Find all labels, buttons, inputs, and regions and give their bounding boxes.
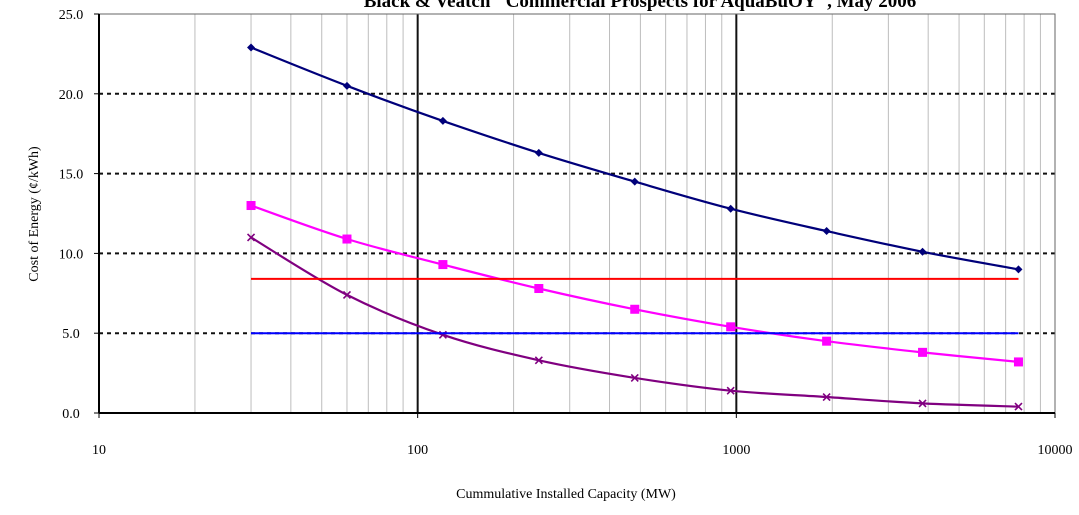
series-2-point xyxy=(918,347,928,357)
series-3-point xyxy=(534,356,543,365)
axis-layer: 0.0 5.0 10.0 15.0 20.0 25.0 10 100 1000 10000 xyxy=(59,8,1073,458)
series-line-1 xyxy=(250,46,1019,271)
series-layer xyxy=(246,43,1023,411)
series-1-point xyxy=(438,116,447,125)
series-1-point xyxy=(247,43,256,52)
series-2-point xyxy=(1013,357,1023,367)
series-1-point xyxy=(630,177,639,186)
plot-border xyxy=(98,13,1056,414)
series-2-point xyxy=(438,260,448,270)
series-2-point xyxy=(726,322,736,332)
series-line-3 xyxy=(250,236,1019,408)
series-1-point xyxy=(918,247,927,256)
y-tick-label: 5.0 xyxy=(62,327,80,342)
x-tick-label: 100 xyxy=(407,443,428,458)
series-1-point xyxy=(1014,265,1023,274)
x-axis-label: Cummulative Installed Capacity (MW) xyxy=(456,487,676,502)
series-line-2 xyxy=(250,204,1019,363)
series-2-point xyxy=(534,284,544,294)
series-3-point xyxy=(822,392,831,402)
series-1-point xyxy=(342,81,351,90)
series-2-point xyxy=(630,304,640,314)
y-tick-label: 20.0 xyxy=(59,88,84,103)
series-3-point xyxy=(630,373,639,382)
series-2-point xyxy=(822,336,832,346)
y-tick-label: 25.0 xyxy=(59,8,84,23)
x-tick-label: 10 xyxy=(92,443,106,458)
series-2-point xyxy=(246,201,256,211)
x-tick-label: 1000 xyxy=(722,443,750,458)
y-axis-label: Cost of Energy (¢/kWh) xyxy=(27,146,42,282)
series-3-point xyxy=(726,386,735,395)
chart-title: Black & Veatch "Commercial Prospects for… xyxy=(364,0,917,12)
y-tick-label: 15.0 xyxy=(59,168,84,183)
series-3-point xyxy=(342,290,352,299)
series-3-point xyxy=(246,233,256,242)
y-tick-label: 0.0 xyxy=(62,407,80,422)
series-1-point xyxy=(822,227,831,236)
grid-layer xyxy=(98,13,1056,414)
series-3-point xyxy=(1014,402,1023,411)
y-tick-label: 10.0 xyxy=(59,247,84,262)
series-1-point xyxy=(726,204,735,213)
series-2-point xyxy=(342,234,352,244)
x-tick-label: 10000 xyxy=(1038,443,1073,458)
series-3-point xyxy=(918,399,927,408)
series-1-point xyxy=(534,148,543,157)
